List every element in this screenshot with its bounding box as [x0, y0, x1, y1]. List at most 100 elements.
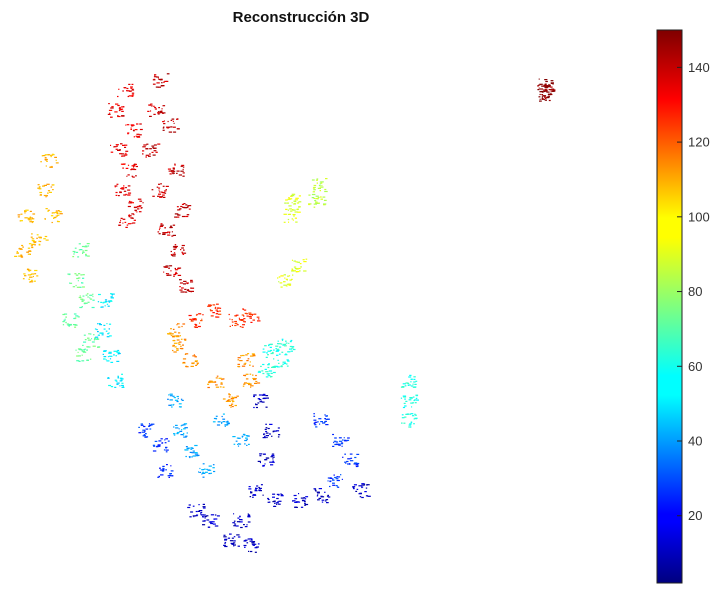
cloud-point	[149, 428, 152, 430]
cloud-point	[133, 206, 138, 208]
cloud-point	[237, 443, 239, 445]
cloud-point	[287, 218, 290, 221]
cloud-point	[222, 421, 226, 423]
cloud-point	[238, 437, 241, 439]
cloud-point	[238, 317, 240, 319]
cloud-point	[213, 470, 216, 473]
cloud-point	[262, 351, 266, 353]
cloud-point	[265, 457, 270, 459]
cloud-point	[336, 486, 339, 488]
cloud-point	[295, 197, 299, 199]
cloud-point	[154, 74, 156, 76]
cloud-point	[116, 145, 118, 147]
cloud-point	[234, 404, 237, 407]
cloud-point	[145, 148, 149, 150]
cloud-point	[257, 318, 260, 320]
cloud-point	[50, 186, 53, 188]
cloud-point	[281, 351, 284, 353]
cloud-point	[153, 105, 155, 107]
cloud-point	[210, 514, 215, 516]
cloud-point	[249, 361, 251, 363]
cloud-point	[361, 484, 365, 486]
cloud-point	[268, 433, 271, 435]
cloud-point	[107, 377, 110, 379]
cloud-point	[262, 363, 265, 366]
cloud-point	[37, 184, 40, 186]
cloud-point	[172, 168, 175, 170]
cloud-point	[212, 304, 216, 306]
cloud-point	[82, 286, 85, 288]
cloud-point	[255, 487, 257, 489]
cloud-point	[32, 275, 34, 278]
cloud-point	[81, 299, 85, 301]
cloud-point	[229, 325, 231, 327]
cloud-point	[160, 224, 164, 226]
cloud-point	[132, 165, 136, 167]
cloud-point	[31, 238, 35, 240]
cloud-point	[122, 163, 126, 165]
cloud-point	[182, 323, 186, 325]
cloud-point	[137, 205, 139, 208]
cloud-point	[213, 518, 218, 520]
cloud-point	[170, 225, 173, 227]
cloud-point	[292, 348, 296, 351]
cloud-point	[275, 345, 279, 347]
cloud-point	[182, 172, 185, 174]
cloud-point	[269, 501, 271, 503]
cloud-point	[190, 290, 194, 292]
cloud-point	[177, 274, 182, 276]
cloud-point	[192, 355, 196, 357]
cloud-point	[67, 324, 71, 326]
cloud-point	[202, 520, 206, 522]
cloud-point	[239, 326, 242, 328]
cloud-point	[168, 131, 173, 133]
cloud-point	[169, 399, 173, 401]
cloud-point	[287, 209, 289, 211]
cloud-point	[311, 197, 315, 199]
cloud-point	[79, 286, 82, 288]
cloud-point	[62, 313, 65, 316]
cloud-point	[543, 85, 546, 87]
cloud-point	[411, 406, 413, 408]
cloud-point	[20, 254, 23, 256]
cloud-point	[268, 363, 270, 365]
cloud-point	[402, 406, 406, 409]
cloud-point	[139, 134, 142, 136]
cloud-point	[241, 326, 244, 328]
cloud-point	[289, 279, 292, 281]
cloud-point	[190, 319, 193, 321]
cloud-point	[113, 354, 115, 356]
cloud-point	[163, 266, 166, 268]
cloud-point	[251, 353, 255, 355]
cloud-point	[543, 84, 547, 86]
cloud-point	[280, 493, 282, 495]
cloud-point	[171, 254, 173, 256]
cloud-point	[178, 406, 182, 408]
cloud-point	[153, 445, 156, 447]
cloud-point	[340, 474, 342, 476]
cloud-point	[352, 486, 356, 488]
cloud-point	[113, 350, 117, 352]
cloud-point	[263, 453, 266, 455]
cloud-point	[272, 460, 274, 462]
cloud-point	[216, 310, 219, 313]
cloud-point	[342, 456, 344, 458]
cloud-point	[127, 174, 130, 176]
cloud-point	[257, 460, 261, 462]
cloud-point	[305, 496, 309, 498]
cloud-point	[174, 213, 179, 215]
cloud-point	[288, 197, 290, 199]
cloud-point	[191, 362, 194, 364]
cloud-point	[212, 523, 216, 525]
cloud-point	[322, 422, 326, 424]
cloud-point	[231, 543, 234, 545]
cloud-point	[63, 319, 66, 321]
cloud-point	[189, 451, 192, 453]
cloud-point	[198, 510, 203, 512]
cloud-point	[247, 516, 251, 518]
cloud-point	[312, 191, 315, 193]
cloud-point	[215, 386, 219, 388]
cloud-point	[177, 326, 181, 328]
colorbar-tick-label: 20	[688, 508, 702, 523]
cloud-point	[334, 437, 337, 439]
